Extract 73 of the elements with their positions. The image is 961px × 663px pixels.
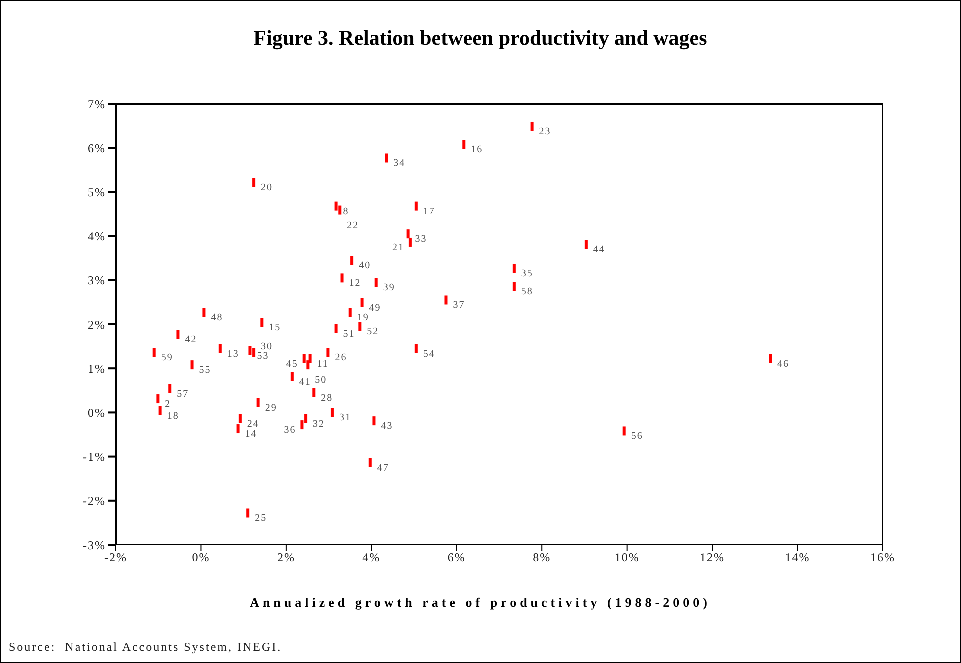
annotation: 46 (778, 358, 790, 370)
x-tick-label: 10% (614, 550, 640, 565)
x-tick-label: 12% (700, 550, 726, 565)
annotation: 37 (453, 300, 466, 312)
annotation: 18 (167, 410, 180, 422)
annotation: 52 (367, 326, 380, 338)
annotation: 21 (392, 242, 404, 254)
annotation: 24 (247, 418, 260, 430)
annotation: 19 (357, 312, 370, 324)
annotation: 11 (317, 358, 329, 370)
x-axis-title: Annualized growth rate of productivity (1988-2000) (249, 595, 712, 611)
annotation: 17 (423, 206, 436, 218)
annotation: 41 (299, 376, 312, 388)
annotation: 40 (359, 260, 372, 272)
annotation: 34 (394, 158, 406, 170)
annotation: 43 (381, 421, 394, 432)
annotation: 16 (471, 144, 484, 156)
x-tick-label: 16% (870, 550, 896, 565)
annotation: 35 (521, 268, 534, 280)
x-tick-label: -2% (104, 550, 128, 565)
source-note: Source: National Accounts System, INEGI. (9, 640, 282, 655)
y-tick-label: 7% (88, 97, 106, 112)
chart-title: Figure 3. Relation between productivity and wages (252, 26, 708, 51)
y-tick-label: 6% (88, 141, 106, 156)
annotation: 14 (245, 429, 258, 440)
annotation: 50 (315, 375, 328, 386)
annotation: 8 (343, 206, 350, 218)
y-tick-label: 4% (88, 230, 106, 244)
annotation: 33 (415, 234, 428, 246)
annotation: 12 (349, 278, 362, 290)
annotation: 53 (257, 350, 270, 362)
annotation: 57 (177, 388, 190, 400)
annotation: 56 (631, 431, 644, 442)
y-tick-label: -1% (83, 450, 106, 464)
y-tick-label: 5% (88, 185, 106, 200)
y-tick-label: -3% (83, 538, 106, 552)
annotation: 55 (199, 365, 212, 376)
annotation: 30 (261, 342, 274, 353)
y-tick-label: 1% (88, 362, 106, 376)
annotation: 44 (593, 244, 606, 256)
annotation: 2 (165, 399, 172, 410)
annotation: 26 (335, 352, 348, 364)
annotation: 48 (211, 312, 224, 324)
annotation: 32 (313, 418, 326, 430)
x-tick-label: 2% (277, 550, 296, 565)
y-tick-label: 3% (88, 274, 106, 288)
annotation: 45 (286, 358, 298, 370)
y-tick-label: -2% (83, 494, 106, 508)
annotation: 31 (339, 412, 352, 424)
annotation: 15 (269, 322, 282, 334)
annotation: 28 (321, 392, 334, 404)
y-tick-label: 2% (88, 318, 106, 332)
x-tick-label: 0% (192, 550, 210, 565)
annotation: 25 (255, 513, 268, 524)
annotation: 54 (423, 348, 436, 360)
annotation: 49 (369, 302, 382, 314)
annotation: 51 (343, 328, 356, 340)
annotation: 59 (161, 352, 174, 364)
annotation: 58 (521, 286, 534, 298)
x-tick-label: 6% (448, 550, 466, 565)
annotation: 47 (377, 462, 390, 474)
annotation: 39 (383, 282, 396, 294)
x-tick-label: 4% (362, 550, 381, 565)
annotation: 13 (227, 348, 240, 360)
annotation: 22 (347, 220, 360, 232)
annotation: 36 (284, 425, 296, 436)
annotation: 42 (185, 334, 198, 346)
y-tick-label: 0% (88, 406, 106, 420)
annotation: 23 (539, 126, 552, 138)
annotation: 20 (261, 182, 274, 194)
annotation: 29 (265, 403, 278, 414)
x-tick-label: 14% (785, 550, 810, 565)
x-tick-label: 8% (533, 550, 552, 565)
